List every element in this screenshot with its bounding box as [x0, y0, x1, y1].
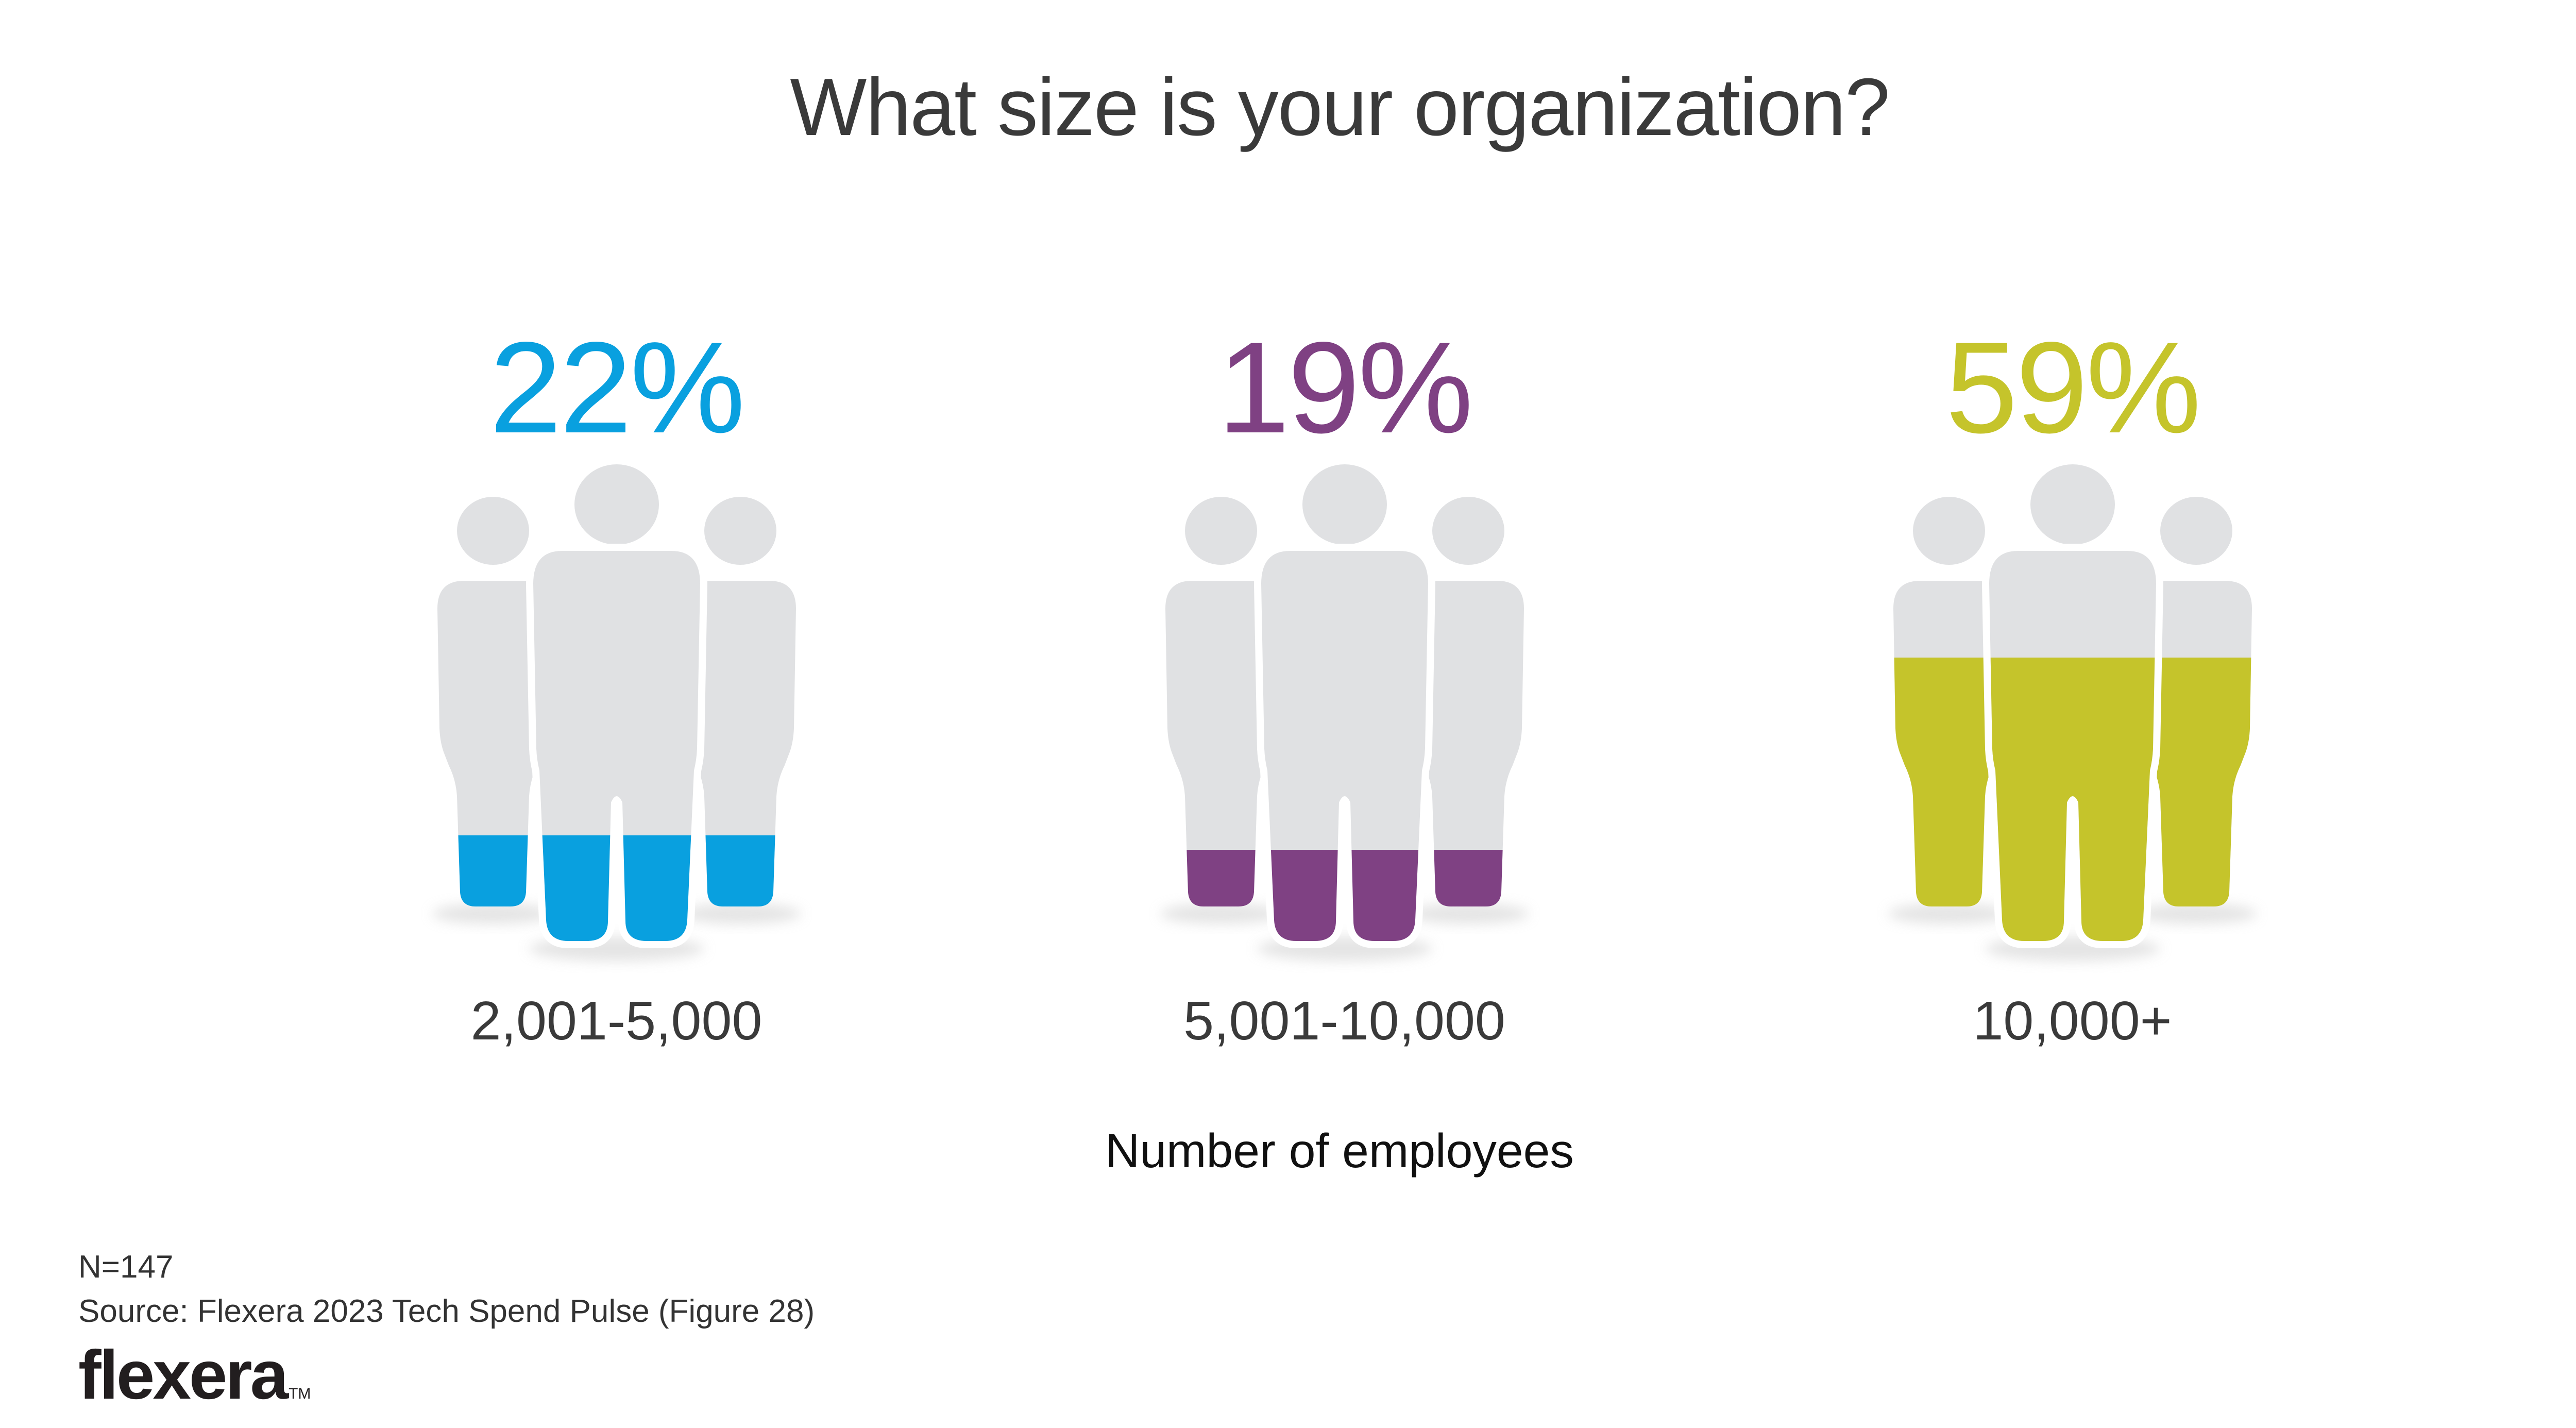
category-column: 22% 2,001-5,000	[252, 315, 980, 1052]
sample-size: N=147	[78, 1249, 174, 1285]
percent-value: 22%	[489, 315, 745, 460]
trademark-symbol: TM	[289, 1385, 311, 1402]
percent-value: 59%	[1945, 315, 2201, 460]
footnote: N=147 Source: Flexera 2023 Tech Spend Pu…	[78, 1251, 815, 1428]
category-label: 5,001-10,000	[1183, 990, 1505, 1051]
x-axis-label: Number of employees	[1105, 1124, 1574, 1178]
category-label: 10,000+	[1973, 990, 2172, 1051]
people-pictogram-icon	[432, 460, 801, 961]
source-note: Source: Flexera 2023 Tech Spend Pulse (F…	[78, 1293, 815, 1329]
category-column: 59% 10,000+	[1708, 315, 2436, 1052]
category-column: 19% 5,001-10,000	[980, 315, 1708, 1052]
people-pictogram-icon	[1888, 460, 2257, 961]
flexera-logo: flexera TM	[78, 1341, 815, 1428]
category-label: 2,001-5,000	[470, 990, 762, 1051]
percent-value: 19%	[1217, 315, 1473, 460]
flexera-logo-text: flexera	[78, 1337, 289, 1414]
people-pictogram-icon	[1160, 460, 1529, 961]
chart-title: What size is your organization?	[790, 62, 1890, 153]
pictograph-row: 22% 2,001-5,000 1	[252, 315, 2436, 1052]
